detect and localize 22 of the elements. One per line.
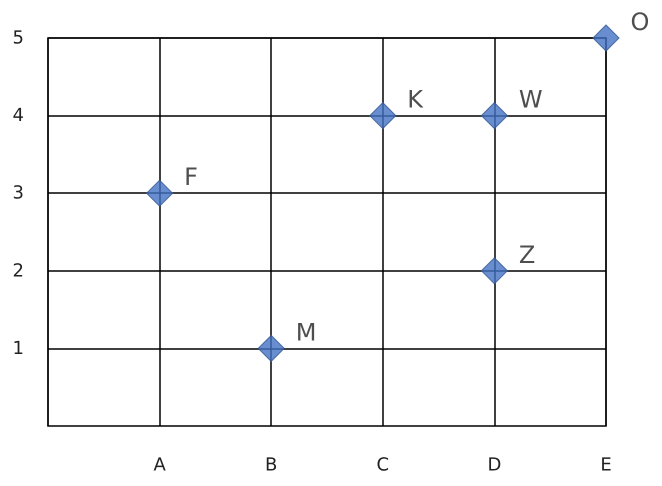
y-tick-label: 2	[12, 260, 24, 282]
point	[146, 180, 174, 207]
point	[592, 24, 620, 52]
data-label: M	[296, 318, 316, 346]
y-tick-label: 1	[12, 338, 24, 359]
data-label: F	[184, 163, 198, 192]
x-tick-label: A	[153, 454, 166, 476]
x-tick-label: D	[487, 454, 502, 476]
data-label: O	[630, 8, 650, 36]
x-tick-label: B	[265, 454, 278, 476]
point	[369, 102, 396, 130]
x-tick-label: E	[600, 454, 612, 476]
x-tick-label: C	[376, 454, 390, 476]
data-label: K	[407, 86, 424, 114]
y-tick-label: 4	[12, 105, 24, 126]
point	[258, 334, 285, 362]
point	[480, 257, 508, 284]
y-tick-label: 5	[12, 28, 24, 48]
data-label: W	[518, 86, 543, 114]
y-tick-label: 3	[12, 182, 24, 204]
data-label: Z	[518, 240, 536, 269]
point	[480, 102, 508, 130]
